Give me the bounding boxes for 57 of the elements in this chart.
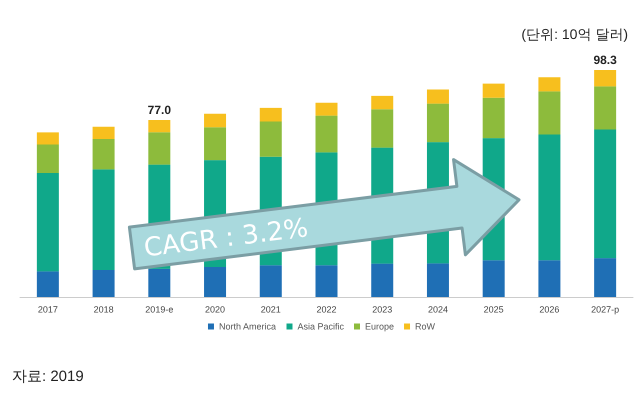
bar (148, 132, 170, 165)
x-tick-label: 2023 (372, 304, 392, 314)
bar (36, 173, 59, 272)
legend-label: Europe (365, 322, 394, 332)
annotation: 98.3 (593, 53, 618, 67)
bar (538, 134, 560, 260)
x-tick-label: 2025 (484, 304, 504, 314)
x-tick-label: 2017 (38, 304, 58, 314)
bar (36, 271, 59, 297)
bar (316, 102, 338, 116)
bar (482, 260, 505, 297)
bar (594, 258, 616, 297)
annotation: 77.0 (148, 102, 172, 117)
x-tick-label: 2018 (94, 304, 114, 314)
legend-label: North America (218, 322, 276, 332)
bar (426, 104, 449, 142)
bar (371, 109, 394, 148)
bar (426, 90, 449, 104)
bar (538, 91, 560, 134)
bar (594, 86, 616, 130)
bar (204, 127, 226, 160)
bar (594, 129, 616, 258)
x-tick-label: 2022 (316, 304, 337, 314)
x-tick-label: 2026 (539, 304, 560, 314)
annotation: CAGR : 3.2% (142, 213, 310, 264)
bar (260, 122, 282, 157)
bar (538, 260, 560, 297)
legend-label: Asia Pacific (297, 322, 345, 332)
bar (426, 263, 449, 297)
bar (36, 132, 59, 144)
bar (316, 116, 338, 152)
bar (482, 98, 505, 138)
x-tick-label: 2020 (205, 304, 226, 314)
legend-label: RoW (415, 322, 436, 332)
bar (148, 268, 170, 297)
bar (538, 77, 560, 92)
bar (260, 265, 282, 297)
bar (92, 139, 115, 170)
x-tick-label: 2019-e (145, 304, 174, 314)
text: 자료: 2019 (12, 368, 84, 385)
bar (482, 84, 505, 98)
x-tick-label: 2021 (260, 304, 281, 314)
x-tick-label: 2024 (428, 304, 448, 314)
bar (92, 169, 115, 270)
bar (204, 114, 226, 128)
bar (148, 120, 170, 132)
bar (260, 108, 282, 122)
bar (36, 144, 59, 174)
bar (371, 264, 394, 297)
bar (92, 126, 115, 140)
bar (371, 96, 394, 110)
bar (92, 270, 115, 297)
bar (594, 70, 616, 86)
chart-subtitle: (단위: 10억 달러) (521, 26, 628, 42)
x-tick-label: 2027-p (591, 304, 620, 314)
bar (204, 267, 226, 297)
bar (316, 265, 338, 297)
